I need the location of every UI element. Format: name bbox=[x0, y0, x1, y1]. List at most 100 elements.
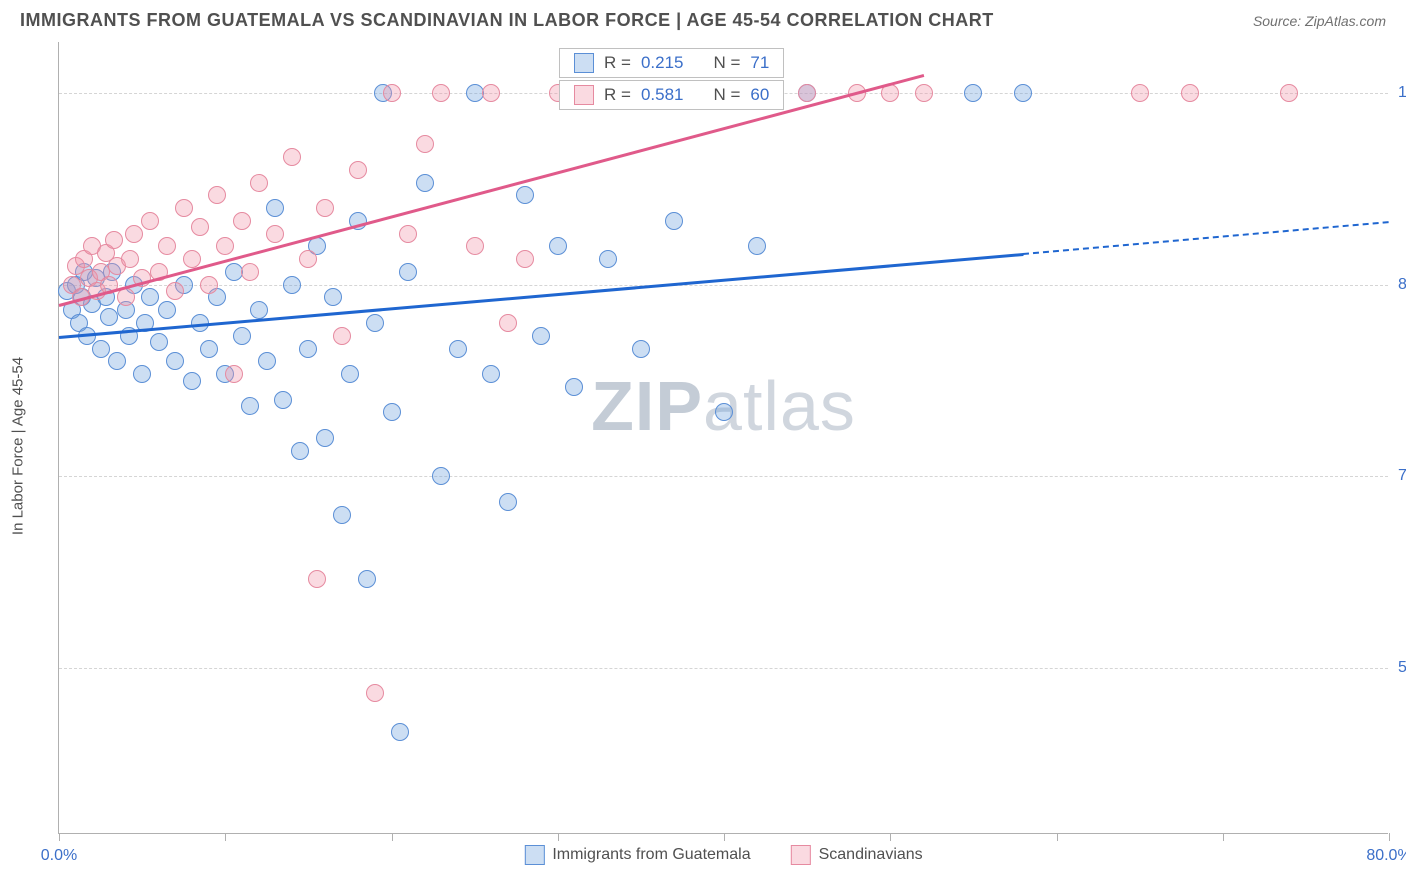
data-point-scandinavian bbox=[266, 225, 284, 243]
data-point-scandinavian bbox=[383, 84, 401, 102]
data-point-guatemala bbox=[166, 352, 184, 370]
legend-swatch-icon bbox=[791, 845, 811, 865]
data-point-guatemala bbox=[200, 340, 218, 358]
data-point-guatemala bbox=[274, 391, 292, 409]
data-point-guatemala bbox=[299, 340, 317, 358]
data-point-guatemala bbox=[482, 365, 500, 383]
data-point-scandinavian bbox=[158, 237, 176, 255]
data-point-scandinavian bbox=[208, 186, 226, 204]
n-label: N = bbox=[713, 85, 740, 105]
r-value: 0.581 bbox=[641, 85, 684, 105]
trend-line bbox=[1023, 221, 1389, 255]
data-point-scandinavian bbox=[399, 225, 417, 243]
data-point-scandinavian bbox=[516, 250, 534, 268]
gridline bbox=[59, 285, 1388, 286]
data-point-guatemala bbox=[632, 340, 650, 358]
data-point-scandinavian bbox=[915, 84, 933, 102]
y-tick-label: 100.0% bbox=[1398, 84, 1406, 102]
data-point-guatemala bbox=[516, 186, 534, 204]
data-point-scandinavian bbox=[349, 161, 367, 179]
data-point-guatemala bbox=[250, 301, 268, 319]
data-point-scandinavian bbox=[299, 250, 317, 268]
data-point-guatemala bbox=[333, 506, 351, 524]
data-point-scandinavian bbox=[1131, 84, 1149, 102]
data-point-scandinavian bbox=[233, 212, 251, 230]
data-point-guatemala bbox=[964, 84, 982, 102]
data-point-scandinavian bbox=[191, 218, 209, 236]
data-point-scandinavian bbox=[366, 684, 384, 702]
data-point-guatemala bbox=[233, 327, 251, 345]
data-point-guatemala bbox=[499, 493, 517, 511]
data-point-guatemala bbox=[92, 340, 110, 358]
data-point-guatemala bbox=[133, 365, 151, 383]
data-point-guatemala bbox=[466, 84, 484, 102]
data-point-scandinavian bbox=[283, 148, 301, 166]
data-point-scandinavian bbox=[333, 327, 351, 345]
data-point-scandinavian bbox=[166, 282, 184, 300]
data-point-scandinavian bbox=[200, 276, 218, 294]
r-label: R = bbox=[604, 85, 631, 105]
data-point-guatemala bbox=[391, 723, 409, 741]
data-point-scandinavian bbox=[241, 263, 259, 281]
y-tick-label: 70.0% bbox=[1398, 467, 1406, 485]
data-point-guatemala bbox=[748, 237, 766, 255]
data-point-scandinavian bbox=[416, 135, 434, 153]
data-point-guatemala bbox=[366, 314, 384, 332]
legend-item-scandinavian: Scandinavians bbox=[791, 845, 923, 865]
data-point-scandinavian bbox=[432, 84, 450, 102]
legend-swatch-icon bbox=[574, 85, 594, 105]
legend-stat-scandinavian: R =0.581N =60 bbox=[559, 80, 784, 110]
data-point-scandinavian bbox=[117, 288, 135, 306]
data-point-scandinavian bbox=[798, 84, 816, 102]
data-point-scandinavian bbox=[308, 570, 326, 588]
y-axis-label: In Labor Force | Age 45-54 bbox=[10, 357, 27, 535]
data-point-guatemala bbox=[291, 442, 309, 460]
x-tick bbox=[890, 833, 891, 841]
data-point-guatemala bbox=[715, 403, 733, 421]
data-point-guatemala bbox=[358, 570, 376, 588]
data-point-guatemala bbox=[225, 263, 243, 281]
data-point-scandinavian bbox=[175, 199, 193, 217]
source-credit: Source: ZipAtlas.com bbox=[1253, 13, 1386, 29]
data-point-guatemala bbox=[158, 301, 176, 319]
x-tick bbox=[1057, 833, 1058, 841]
legend-stat-guatemala: R =0.215N =71 bbox=[559, 48, 784, 78]
data-point-guatemala bbox=[241, 397, 259, 415]
data-point-scandinavian bbox=[225, 365, 243, 383]
legend-label: Immigrants from Guatemala bbox=[552, 846, 750, 864]
data-point-guatemala bbox=[665, 212, 683, 230]
n-value: 71 bbox=[750, 53, 769, 73]
y-tick-label: 85.0% bbox=[1398, 276, 1406, 294]
x-tick bbox=[724, 833, 725, 841]
data-point-guatemala bbox=[316, 429, 334, 447]
watermark-zip: ZIP bbox=[591, 367, 703, 445]
data-point-scandinavian bbox=[141, 212, 159, 230]
x-tick bbox=[59, 833, 60, 841]
data-point-guatemala bbox=[565, 378, 583, 396]
data-point-guatemala bbox=[324, 288, 342, 306]
x-tick bbox=[558, 833, 559, 841]
data-point-scandinavian bbox=[316, 199, 334, 217]
data-point-guatemala bbox=[100, 308, 118, 326]
data-point-scandinavian bbox=[183, 250, 201, 268]
bottom-legend: Immigrants from Guatemala Scandinavians bbox=[524, 845, 922, 865]
data-point-scandinavian bbox=[1280, 84, 1298, 102]
x-tick bbox=[392, 833, 393, 841]
data-point-guatemala bbox=[532, 327, 550, 345]
title-bar: IMMIGRANTS FROM GUATEMALA VS SCANDINAVIA… bbox=[0, 0, 1406, 37]
gridline bbox=[59, 668, 1388, 669]
data-point-guatemala bbox=[183, 372, 201, 390]
data-point-guatemala bbox=[141, 288, 159, 306]
x-tick bbox=[225, 833, 226, 841]
legend-item-guatemala: Immigrants from Guatemala bbox=[524, 845, 750, 865]
legend-label: Scandinavians bbox=[819, 846, 923, 864]
data-point-guatemala bbox=[108, 352, 126, 370]
data-point-scandinavian bbox=[250, 174, 268, 192]
data-point-scandinavian bbox=[482, 84, 500, 102]
chart-title: IMMIGRANTS FROM GUATEMALA VS SCANDINAVIA… bbox=[20, 10, 994, 31]
data-point-guatemala bbox=[549, 237, 567, 255]
y-tick-label: 55.0% bbox=[1398, 659, 1406, 677]
r-value: 0.215 bbox=[641, 53, 684, 73]
data-point-guatemala bbox=[416, 174, 434, 192]
data-point-guatemala bbox=[1014, 84, 1032, 102]
